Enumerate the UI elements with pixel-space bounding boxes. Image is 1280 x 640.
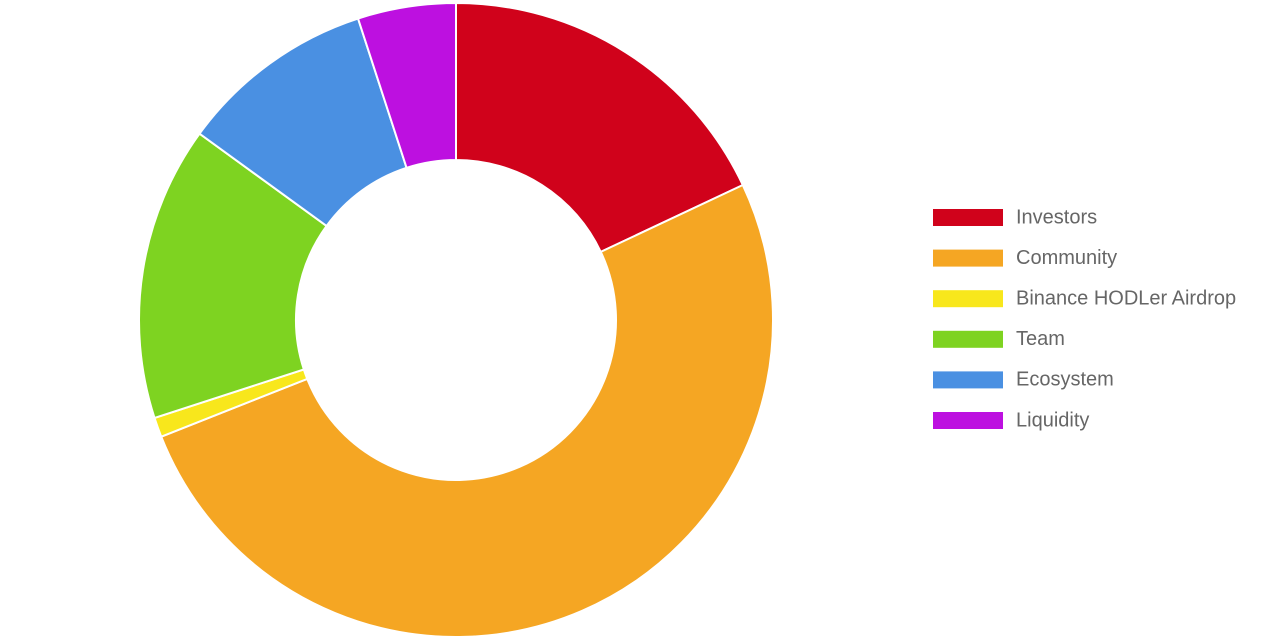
legend-swatch[interactable] [933,412,1003,429]
donut-slice [159,183,774,638]
legend-label[interactable]: Ecosystem [1016,369,1114,391]
legend-label[interactable]: Investors [1016,206,1097,228]
legend-label[interactable]: Community [1016,247,1117,269]
legend-label[interactable]: Liquidity [1016,409,1089,431]
donut-slice [455,1,745,254]
legend-swatch[interactable] [933,249,1003,267]
legend-label[interactable]: Binance HODLer Airdrop [1016,287,1236,309]
legend-swatch[interactable] [933,330,1003,348]
donut-slice [138,132,328,420]
legend-swatch[interactable] [933,209,1003,226]
legend-swatch[interactable] [933,371,1003,389]
legend-swatch[interactable] [933,290,1003,308]
legend-label[interactable]: Team [1016,328,1065,350]
donut-slice [356,1,457,170]
